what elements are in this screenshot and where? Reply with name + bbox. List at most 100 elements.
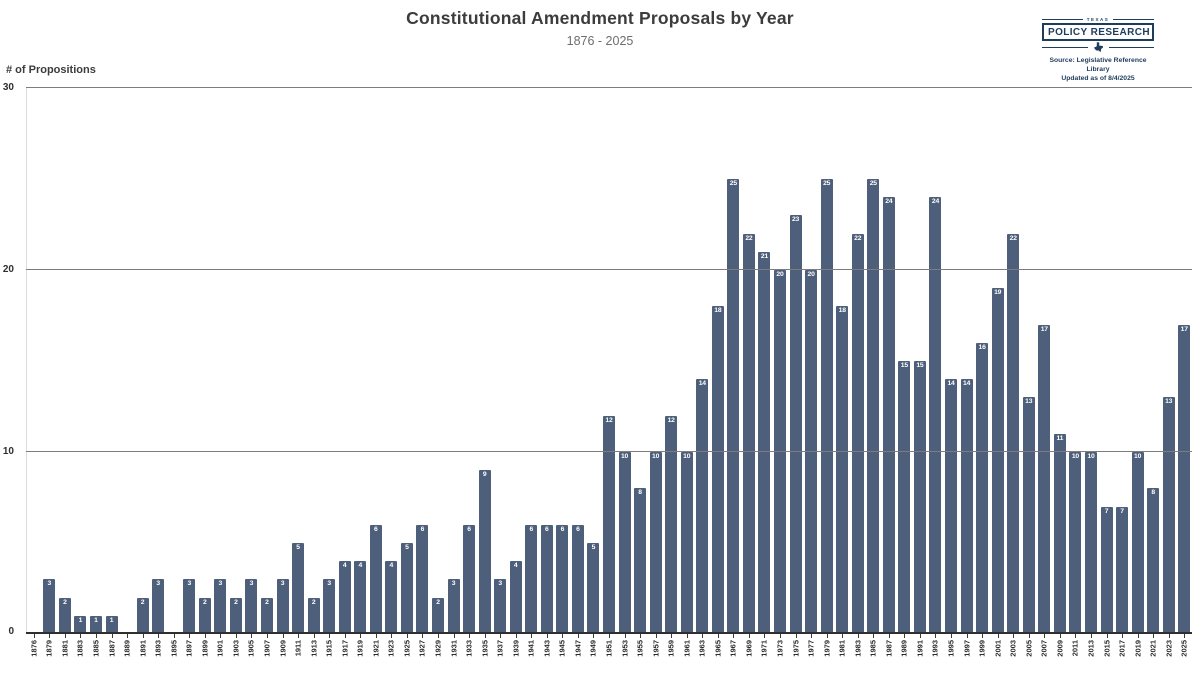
x-tick-label: 1977 [806, 640, 816, 657]
bar-slot-2009: 11 2009 [1052, 88, 1068, 657]
x-tick [857, 634, 859, 638]
bar: 6 [369, 524, 382, 634]
bar: 23 [789, 215, 802, 634]
x-tick-label: 1905 [246, 640, 256, 657]
bar-slot-1927: 6 1927 [415, 88, 431, 657]
bar: 22 [851, 233, 864, 634]
x-tick-label: 1933 [464, 640, 474, 657]
bar: 10 [1084, 452, 1097, 634]
x-tick-label: 1883 [75, 640, 85, 657]
bar: 4 [509, 561, 522, 634]
bar: 13 [1022, 397, 1035, 634]
x-tick-label: 1937 [495, 640, 505, 657]
bar-value-label: 3 [249, 580, 254, 588]
x-tick [235, 634, 237, 638]
bar-value-label: 9 [482, 471, 487, 479]
x-tick [391, 634, 393, 638]
bar-value-label: 6 [529, 525, 534, 533]
bar: 3 [152, 579, 165, 634]
x-tick [562, 634, 564, 638]
bar-slot-1991: 15 1991 [912, 88, 928, 657]
bar: 6 [525, 524, 538, 634]
bar: 12 [665, 415, 678, 634]
bar: 7 [1116, 506, 1129, 634]
x-tick-label: 1993 [930, 640, 940, 657]
bar: 5 [587, 543, 600, 634]
bar: 2 [260, 597, 273, 634]
bar-value-label: 2 [234, 598, 238, 606]
bar-slot-1941: 6 1941 [524, 88, 540, 657]
bar-slot-1955: 8 1955 [632, 88, 648, 657]
logo-rule-left-2 [1042, 47, 1088, 48]
x-tick-label: 1985 [868, 640, 878, 657]
x-tick-label: 1913 [309, 640, 319, 657]
x-tick-label: 1915 [324, 640, 334, 657]
bar-slot-1879: 3 1879 [42, 88, 58, 657]
bar-value-label: 14 [962, 380, 971, 388]
x-tick [313, 634, 315, 638]
x-tick [935, 634, 937, 638]
bar-slot-1905: 3 1905 [244, 88, 260, 657]
bar: 2 [198, 597, 211, 634]
logo-wordmark: POLICY RESEARCH [1042, 23, 1154, 41]
bar: 25 [867, 179, 880, 634]
bar-value-label: 25 [729, 180, 737, 187]
bar-slot-1951: 12 1951 [601, 88, 617, 657]
x-tick [1122, 634, 1124, 638]
bar-slot-2025: 17 2025 [1176, 88, 1192, 657]
x-tick-label: 1991 [915, 640, 925, 657]
x-tick [951, 634, 953, 638]
bar: 20 [805, 270, 818, 634]
bar-slot-1903: 2 1903 [228, 88, 244, 657]
bar-value-label: 6 [467, 525, 471, 533]
bar-slot-1913: 2 1913 [306, 88, 322, 657]
x-tick-label: 1923 [386, 640, 396, 657]
x-tick-label: 2015 [1102, 640, 1111, 657]
bar: 3 [245, 579, 258, 634]
x-tick-label: 1941 [526, 640, 536, 657]
bar: 1 [74, 615, 87, 634]
x-tick [64, 634, 66, 638]
x-tick [127, 634, 129, 638]
bar: 14 [696, 379, 709, 634]
bar-value-label: 4 [342, 562, 347, 570]
x-tick-label: 1927 [417, 640, 427, 657]
bar-slot-1909: 3 1909 [275, 88, 291, 657]
bar-value-label: 6 [420, 525, 425, 533]
x-tick-label: 1929 [433, 640, 443, 657]
bar-slot-1919: 4 1919 [352, 88, 368, 657]
bar: 6 [556, 524, 569, 634]
x-tick-label: 1951 [604, 640, 614, 657]
logo-rule-right-2 [1108, 47, 1154, 48]
x-tick-label: 1909 [278, 640, 288, 657]
bar-value-label: 4 [358, 562, 363, 570]
bar-slot-1925: 5 1925 [399, 88, 415, 657]
x-axis-line [26, 632, 1192, 634]
bar: 5 [292, 543, 305, 634]
bar-value-label: 19 [994, 289, 1002, 297]
bar-slot-2001: 19 2001 [990, 88, 1006, 657]
bar-slot-2017: 7 2017 [1114, 88, 1130, 657]
logo-kicker-row: TEXAS [1042, 17, 1155, 22]
x-tick [375, 634, 377, 638]
bar: 4 [385, 561, 398, 634]
bar: 22 [1007, 233, 1020, 634]
bar-value-label: 7 [1104, 507, 1109, 515]
x-tick [158, 634, 160, 638]
bar: 8 [1147, 488, 1160, 634]
x-tick [655, 634, 657, 638]
x-tick-label: 1887 [107, 640, 116, 657]
bar-slot-1876: 1876 [26, 88, 42, 657]
bar: 14 [945, 379, 958, 634]
x-tick-label: 2009 [1055, 640, 1065, 657]
logo-rule-right [1113, 19, 1155, 20]
x-tick-label: 1973 [775, 640, 785, 657]
bar: 10 [649, 452, 662, 634]
x-tick [515, 634, 517, 638]
gridline-20 [26, 269, 1192, 270]
y-tick-label: 30 [2, 82, 14, 93]
x-tick [1090, 634, 1092, 638]
bar: 8 [634, 488, 647, 634]
x-tick-label: 1895 [169, 640, 179, 657]
x-tick-label: 1921 [371, 640, 381, 657]
